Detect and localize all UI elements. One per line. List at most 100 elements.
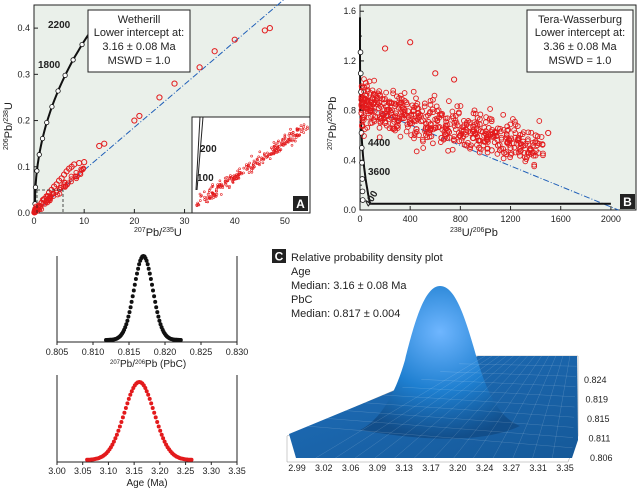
panel-b-point xyxy=(447,134,453,141)
panel-b-point xyxy=(504,123,511,130)
panel-b-point xyxy=(470,123,476,130)
panel-c-age-tick-label: 3.27 xyxy=(503,463,521,473)
panel-b-point xyxy=(445,147,451,154)
panel-b-point xyxy=(470,110,477,117)
panel-b-point xyxy=(397,133,404,140)
panel-a-inset-point xyxy=(254,161,258,165)
age-point xyxy=(144,389,149,394)
panel-b-point xyxy=(511,127,517,133)
panel-a-letter-badge xyxy=(293,196,308,211)
pbc-x-label-pbc: Pb (PbC) xyxy=(145,359,186,370)
panel-b-point xyxy=(423,132,429,138)
panel-b-legend: Tera-Wasserburg Lower intercept at: 3.36… xyxy=(526,9,634,73)
panel-b-point xyxy=(381,45,389,52)
panel-a-inset-point xyxy=(223,176,227,180)
panel-c-mesh-line xyxy=(402,387,576,397)
panel-b-point xyxy=(424,124,431,131)
panel-b-x-tick-label: 800 xyxy=(453,214,468,224)
panel-b-point xyxy=(364,124,371,131)
panel-b-point xyxy=(367,101,373,108)
panel-b-point xyxy=(388,114,395,121)
panel-a-inset-point xyxy=(274,142,278,146)
panel-b-point xyxy=(528,129,535,136)
panel-b-y-tick-label: 1.6 xyxy=(343,6,356,16)
panel-b-point xyxy=(413,148,420,155)
panel-c-letter-badge xyxy=(272,249,286,263)
panel-a-inset-point xyxy=(219,183,222,186)
panel-a-y-label: 206Pb/238U xyxy=(3,102,15,150)
pbc-x-tick-label: 0.820 xyxy=(154,347,177,357)
panel-c-mesh-line xyxy=(354,355,500,459)
panel-c-age-tick-label: 3.02 xyxy=(315,463,333,473)
age-x-tick-label: 3.20 xyxy=(151,466,169,476)
pbc-x-label: 207Pb/206Pb (PbC) xyxy=(110,359,186,370)
panel-a-x-label-sup1: 207 xyxy=(134,227,146,234)
panel-b-point xyxy=(503,151,510,158)
panel-b-point xyxy=(413,95,419,102)
panel-a-inset-point xyxy=(199,199,202,202)
panel-a-inset-point xyxy=(294,133,298,137)
panel-b-point xyxy=(361,88,367,95)
panel-a-concordia-label-2: 1800 xyxy=(38,60,61,71)
age-x-tick-label: 3.30 xyxy=(203,466,221,476)
panel-a-inset-point xyxy=(229,174,232,177)
panel-b-point xyxy=(383,103,389,109)
panel-a-inset-point xyxy=(203,190,206,194)
panel-a-inset-point xyxy=(272,145,276,148)
panel-b-point xyxy=(371,108,378,115)
panel-a-inset-point xyxy=(289,127,292,131)
panel-b-point xyxy=(503,134,510,141)
panel-b-point xyxy=(472,130,478,137)
panel-a-inset-point xyxy=(257,155,261,159)
panel-a-inset-point xyxy=(254,160,258,164)
pbc-point xyxy=(136,266,141,271)
pbc-point xyxy=(157,318,162,323)
panel-c-mesh-line xyxy=(421,379,576,387)
panel-b-point xyxy=(398,95,405,102)
panel-b-y-tick-label: 0.0 xyxy=(343,205,356,215)
panel-c-mesh-line xyxy=(532,355,564,459)
panel-c-mesh-line xyxy=(315,355,486,459)
age-point xyxy=(153,415,158,420)
pbc-point xyxy=(158,322,163,327)
panel-b-concordia-curve xyxy=(359,17,611,205)
panel-a-inset-point xyxy=(299,124,303,127)
panel-c-mesh-line xyxy=(512,355,556,459)
panel-b-point xyxy=(393,123,400,130)
panel-b-y-tick-label: 1.2 xyxy=(343,56,356,66)
panel-b-point xyxy=(467,145,473,152)
panel-a-point xyxy=(68,176,74,182)
panel-a-inset-point xyxy=(252,159,256,163)
panel-b-point xyxy=(536,118,543,124)
panel-a-inset-point xyxy=(242,166,246,170)
panel-b-point xyxy=(443,118,449,125)
pbc-point xyxy=(145,262,150,267)
panel-a-inset-label-200: 200 xyxy=(200,144,217,155)
panel-b-point xyxy=(510,116,516,122)
panel-c-age-tick-label: 3.09 xyxy=(369,463,387,473)
panel-b-point xyxy=(411,135,417,142)
panel-a-inset-point xyxy=(250,154,253,158)
age-point xyxy=(155,420,160,424)
panel-c-mesh-line xyxy=(364,402,575,418)
panel-b-point xyxy=(458,130,464,137)
panel-b-point xyxy=(494,151,501,157)
age-x-ticks: 3.00 3.05 3.10 3.15 3.20 3.25 3.30 3.35 xyxy=(48,462,246,476)
panel-c-age-tick-label: 3.06 xyxy=(342,463,360,473)
panel-a-inset-concordia-2 xyxy=(196,116,204,191)
panel-a-point xyxy=(171,80,178,87)
age-point xyxy=(161,436,166,441)
panel-c-age-tick-label: 3.17 xyxy=(422,463,440,473)
panel-b-point xyxy=(461,117,467,124)
panel-c-title: Relative probability density plot xyxy=(291,252,443,264)
panel-b-point xyxy=(365,114,372,121)
panel-b-point xyxy=(463,142,470,149)
panel-a-inset-point xyxy=(277,139,280,143)
panel-b-point xyxy=(531,161,538,168)
panel-a-concordia-marker xyxy=(49,104,55,110)
panel-a-inset-point xyxy=(220,193,223,196)
panel-b-point xyxy=(503,149,509,155)
panel-c-pbc-tick-label: 0.815 xyxy=(587,414,610,424)
panel-b-point xyxy=(398,106,404,113)
panel-a-inset-point xyxy=(203,198,206,201)
